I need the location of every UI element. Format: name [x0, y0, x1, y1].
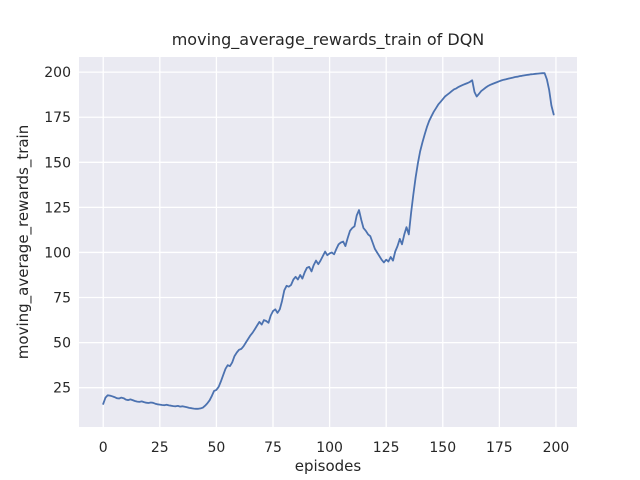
y-tick-label: 50	[53, 336, 71, 352]
y-tick-label: 200	[44, 65, 71, 81]
chart-title: moving_average_rewards_train of DQN	[172, 30, 485, 50]
x-tick-label: 175	[486, 440, 513, 456]
gridlines	[79, 57, 577, 427]
y-tick-label: 75	[53, 291, 71, 307]
y-tick-label: 150	[44, 155, 71, 171]
y-tick-label: 100	[44, 245, 71, 261]
y-tick-label: 25	[53, 381, 71, 397]
x-tick-label: 50	[207, 440, 225, 456]
y-tick-label: 125	[44, 200, 71, 216]
x-tick-label: 100	[316, 440, 343, 456]
x-tick-label: 0	[99, 440, 108, 456]
x-axis-ticks: 0 25 50 75 100 125 150 175 200	[99, 440, 570, 456]
y-axis-label: moving_average_rewards_train	[14, 125, 33, 359]
x-tick-label: 25	[151, 440, 169, 456]
x-tick-label: 125	[373, 440, 400, 456]
x-axis-label: episodes	[295, 457, 362, 475]
y-tick-label: 175	[44, 110, 71, 126]
line-series-dqn	[102, 72, 555, 410]
x-tick-label: 200	[543, 440, 570, 456]
plot-area	[79, 57, 577, 427]
y-axis-ticks: 25 50 75 100 125 150 175 200	[44, 65, 71, 397]
x-tick-label: 75	[264, 440, 282, 456]
x-tick-label: 150	[429, 440, 456, 456]
